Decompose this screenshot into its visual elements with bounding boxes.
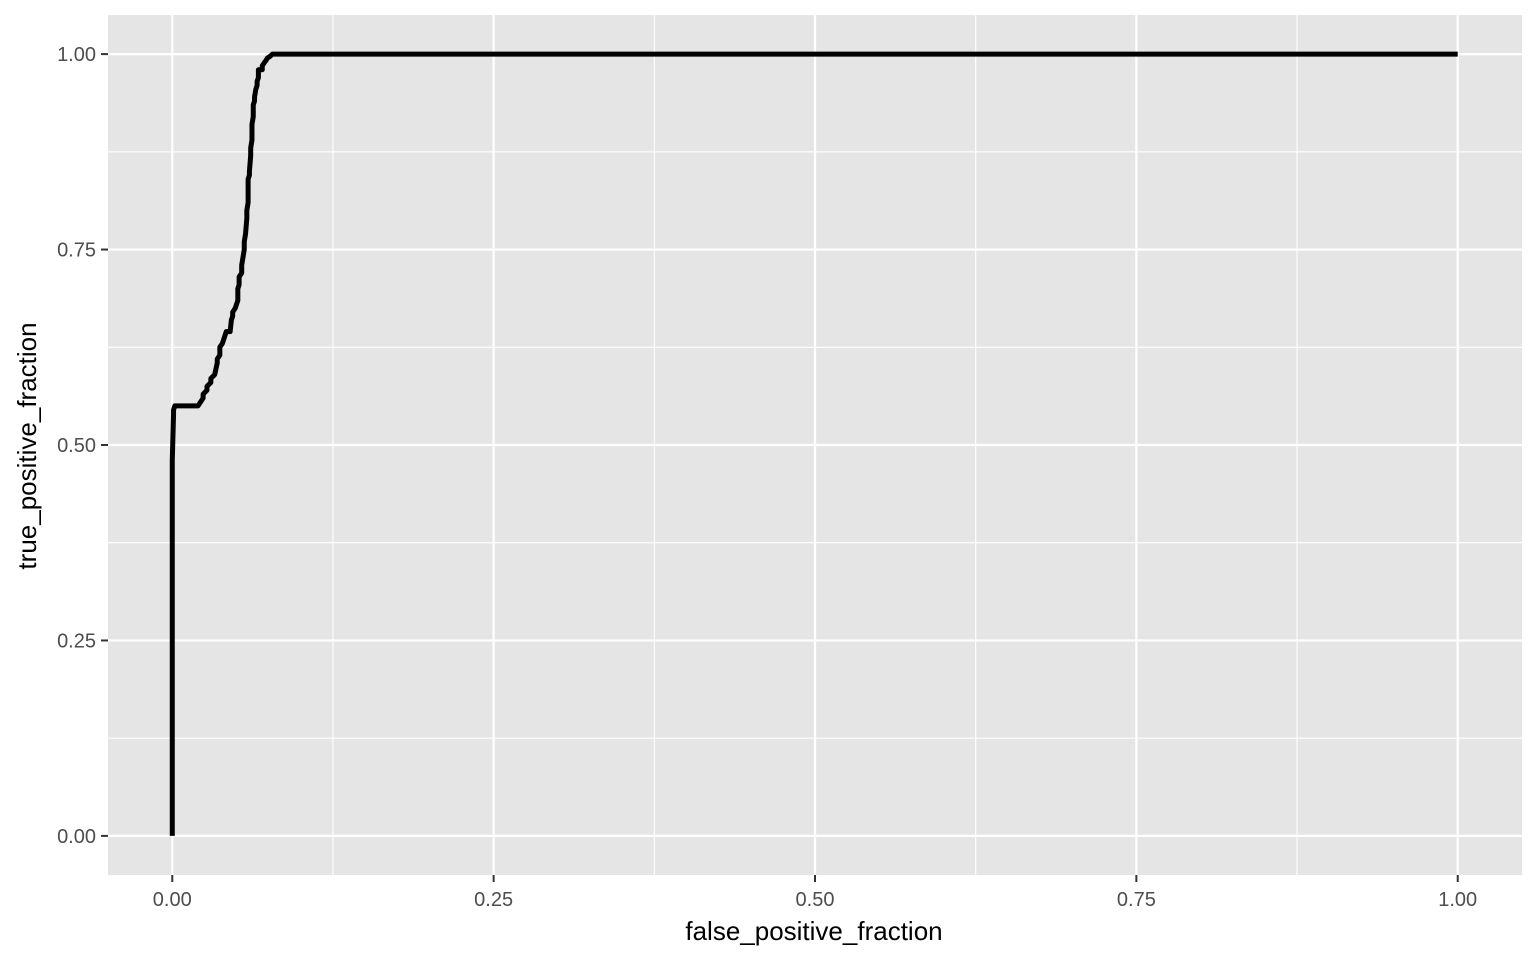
roc-curve-line	[169, 51, 1458, 836]
y-tick-label: 0.25	[57, 630, 96, 652]
y-tick-label: 1.00	[57, 44, 96, 66]
y-tick-label: 0.50	[57, 435, 96, 457]
x-tick-label: 0.25	[474, 889, 513, 911]
x-axis-title: false_positive_fraction	[685, 916, 942, 946]
y-axis-title: true_positive_fraction	[12, 322, 42, 569]
y-axis-ticks: 0.00 0.25 0.50 0.75 1.00	[57, 44, 108, 848]
y-tick-label: 0.75	[57, 240, 96, 262]
x-tick-label: 0.75	[1117, 889, 1156, 911]
x-tick-label: 1.00	[1438, 889, 1477, 911]
series-layer	[169, 51, 1458, 836]
x-tick-label: 0.50	[796, 889, 835, 911]
x-tick-label: 0.00	[153, 889, 192, 911]
y-tick-label: 0.00	[57, 826, 96, 848]
x-axis-ticks: 0.00 0.25 0.50 0.75 1.00	[153, 875, 1477, 911]
